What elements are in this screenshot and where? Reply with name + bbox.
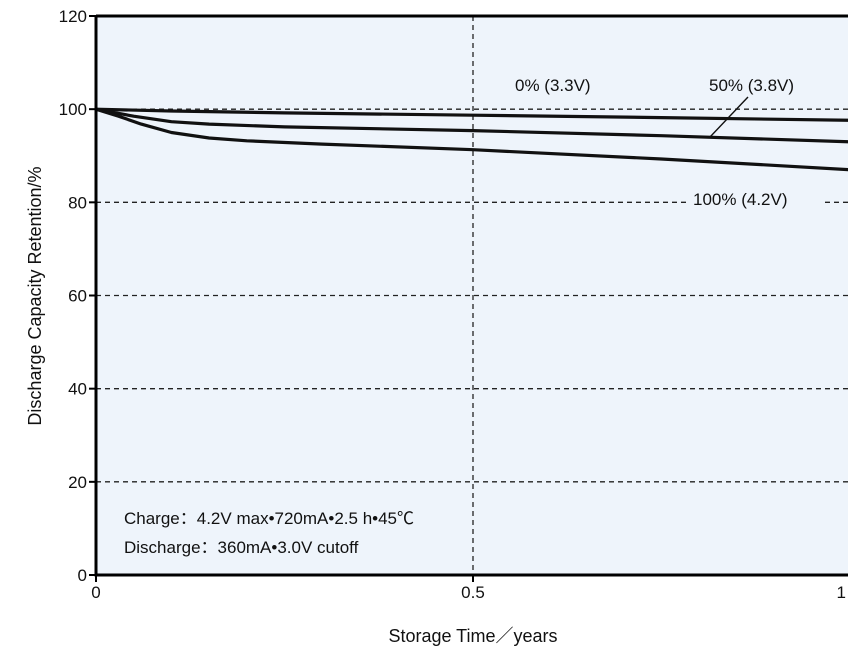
series-line-2: [95, 107, 848, 172]
y-tick-label-0: 0: [78, 566, 87, 585]
series-label-0: 0% (3.3V): [515, 76, 591, 95]
series-label-100: 100% (4.2V): [693, 190, 788, 209]
series-label-100-backdrop: [688, 186, 824, 210]
x-tick-label-1: 1: [837, 583, 846, 602]
leader-line-50: [709, 96, 749, 138]
plot-background: [96, 16, 848, 575]
y-tick-label-40: 40: [68, 380, 87, 399]
series-layer: [95, 107, 848, 172]
series-line-1: [95, 107, 848, 144]
series-label-50: 50% (3.8V): [709, 76, 794, 95]
tick-labels: 0 20 40 60 80 100 120 0 0.5 1: [59, 7, 846, 602]
x-axis-title: Storage Time／years: [388, 626, 557, 646]
y-axis-title: Discharge Capacity Retention/%: [25, 166, 45, 425]
series-line-0: [95, 107, 848, 122]
y-tick-label-20: 20: [68, 473, 87, 492]
x-tick-label-0-5: 0.5: [461, 583, 485, 602]
y-tick-label-60: 60: [68, 287, 87, 306]
y-tick-label-100: 100: [59, 100, 87, 119]
grid-layer: [96, 16, 848, 575]
discharge-conditions-note: Discharge：360mA•3.0V cutoff: [124, 538, 359, 557]
y-tick-label-120: 120: [59, 7, 87, 26]
x-tick-label-0: 0: [91, 583, 100, 602]
y-tick-label-80: 80: [68, 193, 87, 212]
charge-conditions-note: Charge：4.2V max•720mA•2.5 h•45℃: [124, 509, 414, 528]
axis-layer: [89, 14, 848, 582]
